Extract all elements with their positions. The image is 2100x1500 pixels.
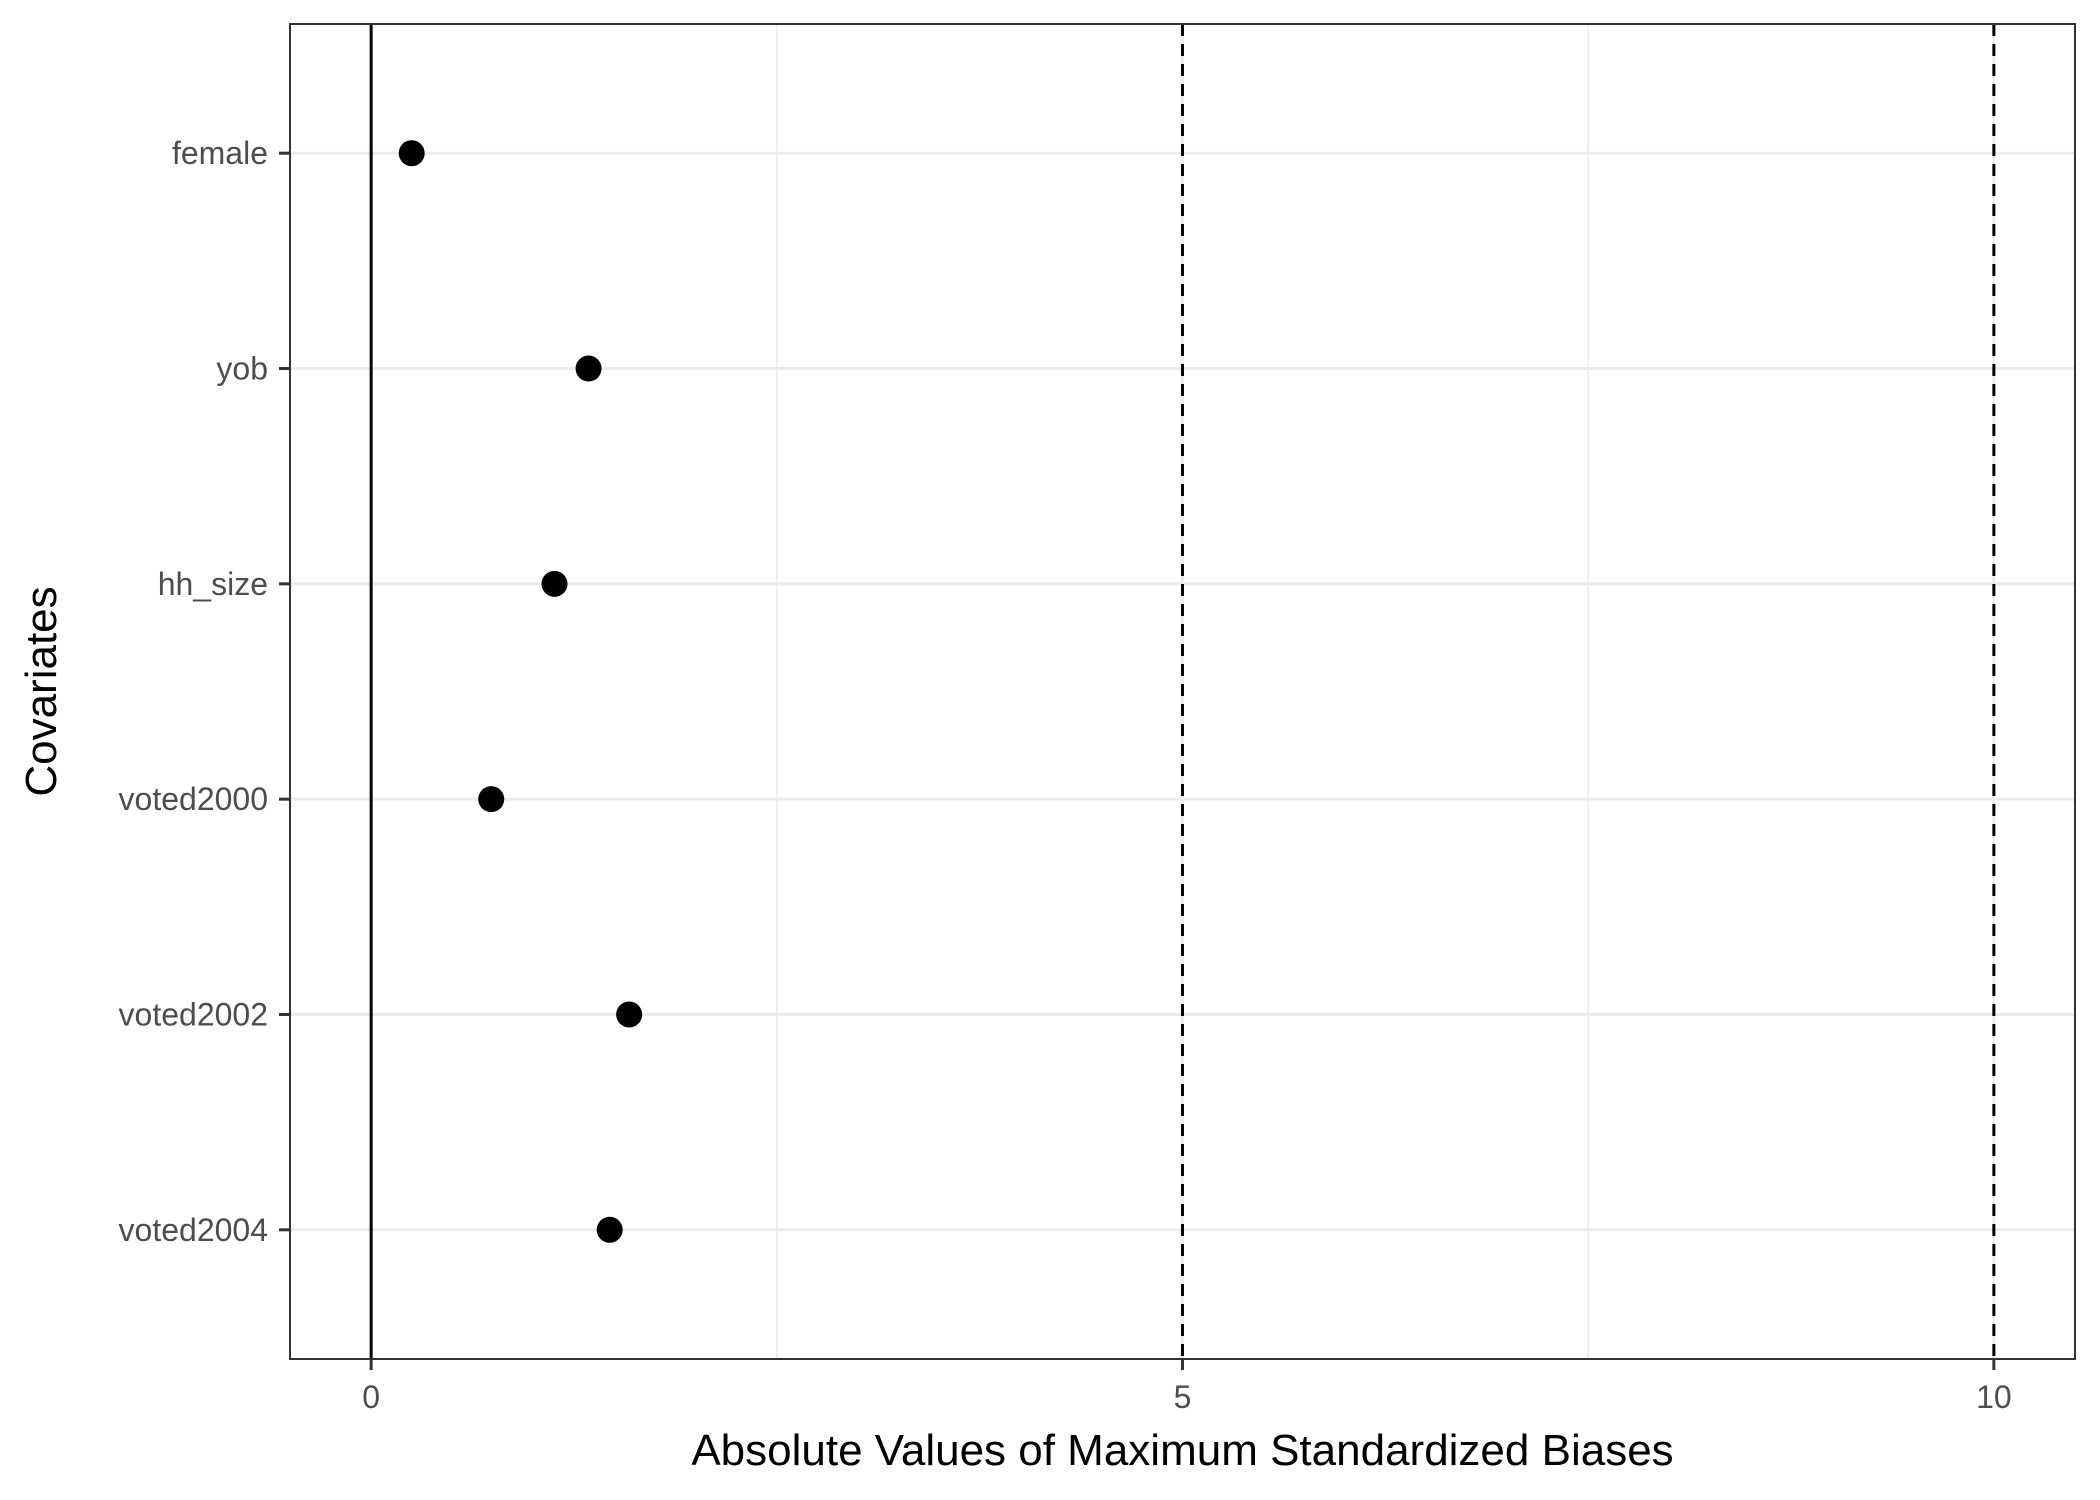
x-tick-label: 5 xyxy=(1174,1379,1192,1415)
data-points xyxy=(398,140,643,1243)
data-point-voted2004 xyxy=(596,1216,623,1243)
data-point-hh_size xyxy=(541,570,568,597)
x-tick-label: 10 xyxy=(1976,1379,2012,1415)
y-tick-label: voted2004 xyxy=(119,1212,268,1248)
y-tick-label: voted2000 xyxy=(119,781,268,817)
y-axis: female yob hh_size voted2000 voted2002 voted2… xyxy=(119,135,290,1248)
data-point-voted2000 xyxy=(478,786,505,813)
x-tick-label: 0 xyxy=(362,1379,380,1415)
y-tick-label: yob xyxy=(216,351,268,387)
data-point-yob xyxy=(575,355,602,382)
y-tick-label: voted2002 xyxy=(119,996,268,1032)
reference-lines xyxy=(369,24,1996,1359)
x-axis-title: Absolute Values of Maximum Standardized … xyxy=(691,1426,1673,1475)
data-point-voted2002 xyxy=(616,1001,643,1028)
data-point-female xyxy=(398,140,425,167)
x-axis: 0 5 10 xyxy=(362,1359,2012,1415)
y-tick-label: female xyxy=(172,135,268,171)
y-axis-title: Covariates xyxy=(17,586,66,796)
y-tick-label: hh_size xyxy=(158,566,268,602)
